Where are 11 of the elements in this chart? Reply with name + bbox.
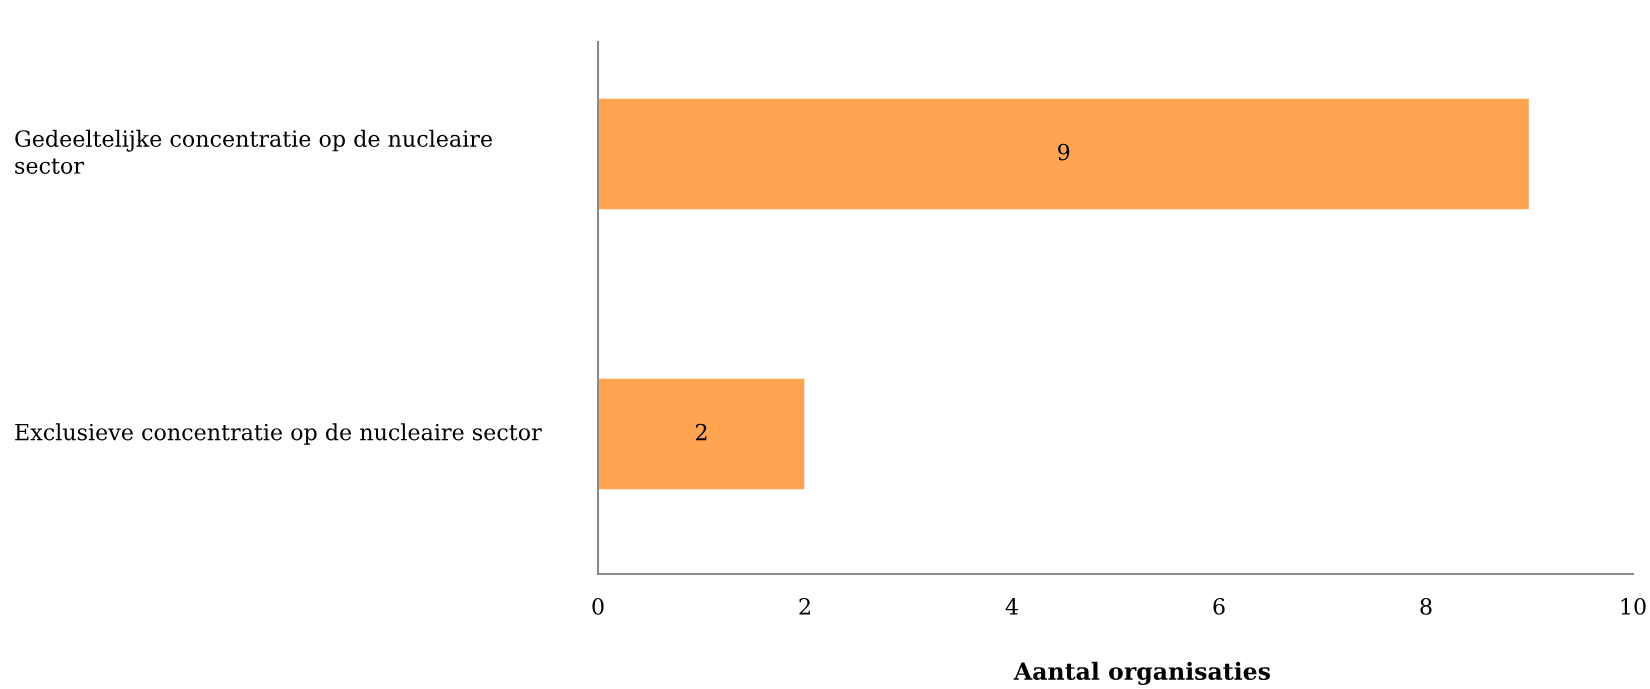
x-tick-label: 8 bbox=[1420, 598, 1432, 615]
x-tick-label: 6 bbox=[1213, 598, 1225, 615]
x-axis-title: Aantal organisaties bbox=[1013, 661, 1270, 685]
data-label: 9 bbox=[1058, 143, 1070, 161]
data-label: 2 bbox=[695, 423, 707, 441]
y-tick-label: Gedeeltelijke concentratie op de nucleaire sector bbox=[15, 129, 492, 174]
x-tick-label: 0 bbox=[592, 598, 604, 615]
y-tick-label: Exclusieve concentratie op de nucleaire sector bbox=[15, 423, 542, 445]
x-tick-label: 4 bbox=[1005, 598, 1018, 615]
x-tick-label: 2 bbox=[799, 598, 810, 615]
x-tick-label: 10 bbox=[1621, 598, 1646, 615]
